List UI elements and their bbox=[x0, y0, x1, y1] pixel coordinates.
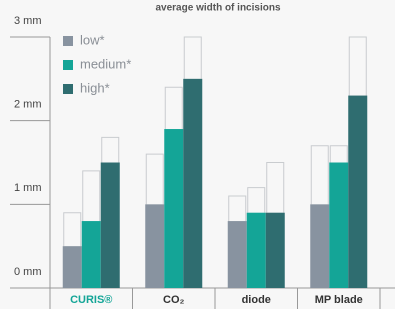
error-bar bbox=[348, 36, 367, 96]
error-bar bbox=[63, 212, 82, 247]
bar bbox=[145, 204, 165, 288]
y-tick-label: 0 mm bbox=[14, 266, 42, 278]
bar bbox=[100, 162, 120, 288]
error-bar bbox=[183, 36, 202, 79]
error-bar bbox=[266, 162, 285, 213]
error-bar bbox=[247, 187, 266, 213]
y-tick-label: 1 mm bbox=[14, 182, 42, 194]
legend-label: medium* bbox=[80, 56, 131, 71]
error-bar bbox=[329, 145, 348, 163]
bar bbox=[81, 221, 101, 288]
error-bar bbox=[228, 195, 247, 222]
bar bbox=[227, 221, 247, 288]
bar bbox=[62, 246, 82, 288]
bar bbox=[265, 212, 285, 288]
error-bar bbox=[101, 136, 120, 163]
legend-swatch bbox=[63, 36, 73, 46]
y-tick-label: 3 mm bbox=[14, 15, 42, 27]
error-bar bbox=[310, 145, 329, 205]
bar bbox=[348, 95, 368, 288]
error-bar bbox=[82, 170, 101, 222]
bar bbox=[329, 162, 349, 288]
bar bbox=[164, 129, 184, 288]
bar bbox=[246, 212, 266, 288]
bar bbox=[183, 78, 203, 288]
x-tick-label: MP blade bbox=[315, 294, 363, 306]
legend-swatch bbox=[63, 60, 73, 70]
x-tick-label: CURIS® bbox=[70, 294, 112, 306]
y-tick-label: 2 mm bbox=[14, 99, 42, 111]
legend-label: high* bbox=[80, 80, 110, 95]
legend-swatch bbox=[63, 84, 73, 94]
error-bar bbox=[164, 86, 183, 130]
bar bbox=[310, 204, 330, 288]
x-tick-label: CO₂ bbox=[163, 294, 185, 306]
chart-title: average width of incisions bbox=[155, 3, 280, 14]
legend-label: low* bbox=[80, 32, 105, 47]
error-bar bbox=[145, 153, 164, 205]
x-tick-label: diode bbox=[242, 294, 271, 306]
